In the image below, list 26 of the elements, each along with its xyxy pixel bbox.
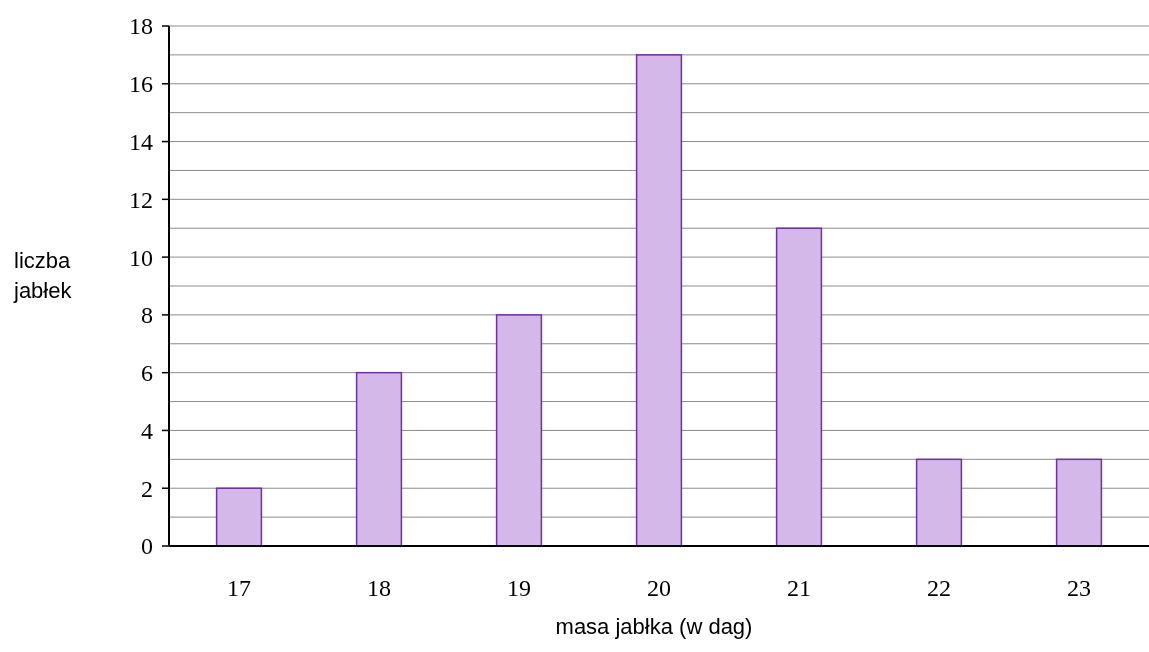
bar bbox=[635, 54, 683, 547]
x-tick-label: 22 bbox=[927, 575, 951, 601]
bar bbox=[355, 371, 403, 547]
bar bbox=[495, 314, 543, 547]
y-tick-label: 6 bbox=[141, 360, 153, 387]
x-axis-title: masa jabłka (w dag) bbox=[555, 614, 753, 639]
y-tick-label: 2 bbox=[141, 475, 153, 502]
y-tick-label: 0 bbox=[141, 533, 153, 560]
y-tick-label: 8 bbox=[141, 302, 153, 329]
x-tick-label: 17 bbox=[227, 575, 251, 601]
y-tick-label: 14 bbox=[129, 128, 153, 155]
y-tick-label: 18 bbox=[129, 13, 153, 40]
x-tick-label: 21 bbox=[787, 575, 811, 601]
x-tick-label: 19 bbox=[507, 575, 531, 601]
x-tick-label: 20 bbox=[647, 575, 671, 601]
y-tick-label: 4 bbox=[141, 417, 153, 444]
bar bbox=[215, 487, 263, 547]
bar bbox=[915, 458, 963, 547]
bar bbox=[1055, 458, 1103, 547]
y-axis-title: liczba jabłek bbox=[13, 248, 73, 303]
bar bbox=[775, 227, 823, 547]
y-tick-label: 12 bbox=[129, 186, 153, 213]
x-tick-label: 18 bbox=[367, 575, 391, 601]
y-tick-label: 16 bbox=[129, 71, 153, 98]
x-tick-label: 23 bbox=[1067, 575, 1091, 601]
y-tick-label: 10 bbox=[129, 244, 153, 271]
